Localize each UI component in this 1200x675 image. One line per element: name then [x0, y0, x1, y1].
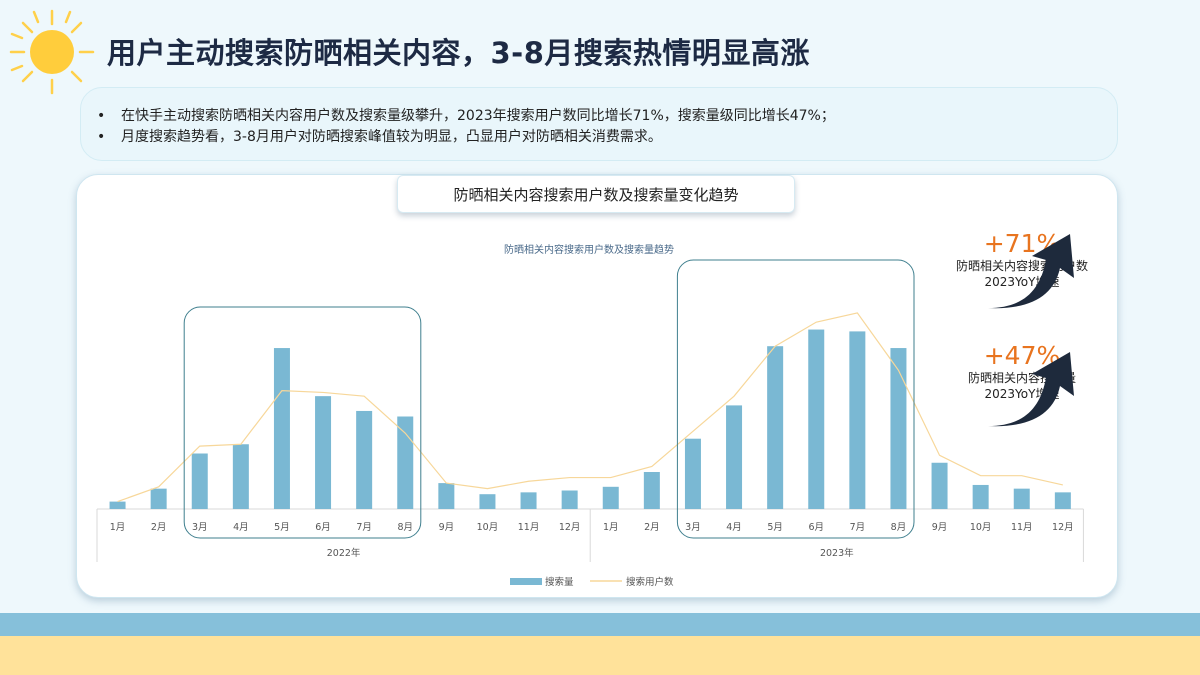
growth-arrow-icon [988, 352, 1074, 427]
x-tick-label: 3月 [192, 522, 208, 533]
bar-search-volume [273, 348, 290, 509]
footer-band-blue [0, 613, 1200, 636]
bar-search-volume [191, 453, 208, 509]
bar-search-volume [931, 462, 948, 509]
highlight-box [676, 259, 915, 539]
growth-arrow-icon [988, 234, 1074, 309]
highlight-box [183, 306, 422, 539]
x-tick-label: 7月 [356, 522, 372, 533]
legend-label: 搜索量 [545, 576, 574, 588]
stat-percent: +47% [983, 341, 1061, 370]
x-tick-label: 1月 [110, 522, 126, 533]
x-tick-label: 4月 [726, 522, 742, 533]
x-tick-label: 11月 [1011, 522, 1033, 533]
x-tick-label: 5月 [274, 522, 290, 533]
x-tick-label: 4月 [233, 522, 249, 533]
page-title: 用户主动搜索防晒相关内容，3-8月搜索热情明显高涨 [107, 36, 810, 70]
chart-title: 防晒相关内容搜索用户数及搜索量趋势 [504, 243, 674, 256]
bar-search-volume [438, 483, 455, 509]
sun-icon [9, 9, 95, 95]
x-tick-label: 2月 [151, 522, 167, 533]
bar-search-volume [356, 410, 373, 509]
bar-search-volume [602, 486, 619, 509]
bar-search-volume [520, 492, 537, 509]
bar-search-volume [808, 329, 825, 509]
bar-search-volume [479, 494, 496, 509]
summary-box: 在快手主动搜索防晒相关内容用户数及搜索量级攀升，2023年搜索用户数同比增长71… [80, 87, 1118, 161]
x-tick-label: 7月 [850, 522, 866, 533]
x-tick-label: 3月 [685, 522, 701, 533]
x-group-label: 2022年 [327, 547, 361, 559]
x-tick-label: 6月 [808, 522, 824, 533]
bar-search-volume [972, 484, 989, 509]
bar-search-volume [315, 396, 332, 509]
bar-search-volume [643, 472, 660, 509]
footer-band-yellow [0, 636, 1200, 675]
x-group-label: 2023年 [820, 547, 854, 559]
x-tick-label: 5月 [767, 522, 783, 533]
x-tick-label: 8月 [397, 522, 413, 533]
bar-search-volume [684, 438, 701, 509]
x-tick-label: 9月 [439, 522, 455, 533]
x-tick-label: 10月 [477, 522, 499, 533]
legend-swatch-bar [510, 578, 542, 585]
bar-search-volume [232, 444, 249, 509]
bar-search-volume [1013, 488, 1030, 509]
x-tick-label: 12月 [559, 522, 581, 533]
x-tick-label: 10月 [970, 522, 992, 533]
bar-search-volume [890, 348, 907, 509]
bar-search-volume [109, 501, 126, 509]
line-search-users [117, 312, 1063, 503]
bar-search-volume [726, 405, 743, 509]
x-tick-label: 8月 [891, 522, 907, 533]
x-tick-label: 9月 [932, 522, 948, 533]
bar-search-volume [767, 346, 784, 509]
chart-card-title: 防晒相关内容搜索用户数及搜索量变化趋势 [397, 175, 795, 213]
bar-search-volume [849, 331, 866, 509]
summary-bullet: 月度搜索趋势看，3-8月用户对防晒搜索峰值较为明显，凸显用户对防晒相关消费需求。 [97, 127, 1117, 148]
x-tick-label: 11月 [518, 522, 540, 533]
summary-bullet: 在快手主动搜索防晒相关内容用户数及搜索量级攀升，2023年搜索用户数同比增长71… [97, 106, 1117, 127]
x-tick-label: 1月 [603, 522, 619, 533]
legend-label: 搜索用户数 [626, 576, 674, 588]
bar-search-volume [561, 490, 578, 509]
bar-search-volume [150, 488, 167, 509]
x-tick-label: 2月 [644, 522, 660, 533]
x-tick-label: 6月 [315, 522, 331, 533]
bar-search-volume [397, 416, 414, 509]
bar-search-volume [1054, 492, 1071, 509]
chart-card [76, 174, 1118, 598]
x-tick-label: 12月 [1052, 522, 1074, 533]
